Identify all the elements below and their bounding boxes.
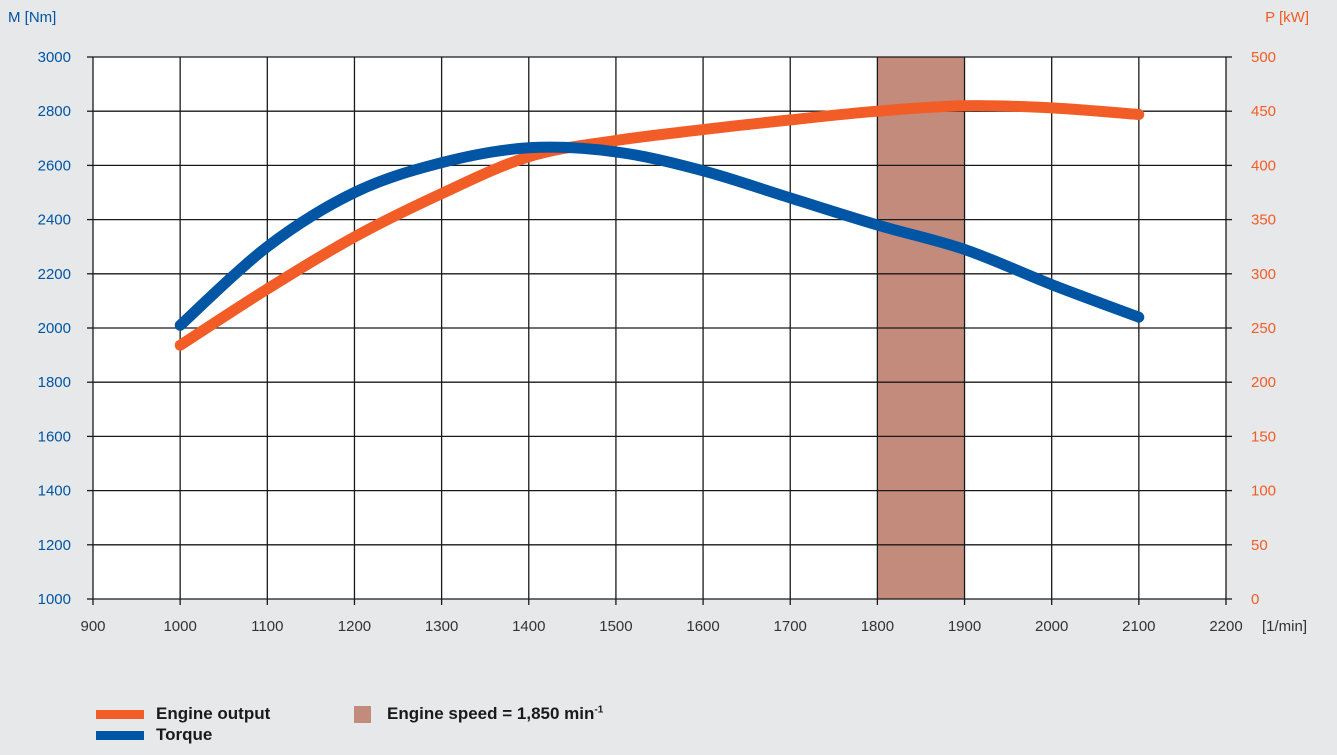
y-right-tick-label: 200	[1251, 374, 1276, 391]
y-right-tick-label: 450	[1251, 103, 1276, 120]
y-right-tick-label: 100	[1251, 483, 1276, 500]
y-left-tick-label: 2600	[38, 157, 71, 174]
engine-speed-swatch	[354, 706, 371, 723]
x-tick-label: 1500	[599, 618, 632, 635]
y-left-tick-label: 2400	[38, 212, 71, 229]
y-right-tick-label: 350	[1251, 212, 1276, 229]
y-right-axis-label: P [kW]	[1265, 9, 1309, 26]
x-tick-label: 900	[80, 618, 105, 635]
x-tick-label: 2000	[1035, 618, 1068, 635]
y-left-tick-label: 2000	[38, 320, 71, 337]
y-left-tick-label: 2800	[38, 103, 71, 120]
y-right-tick-label: 250	[1251, 320, 1276, 337]
y-left-tick-label: 2200	[38, 266, 71, 283]
x-tick-label: 1900	[948, 618, 981, 635]
x-tick-label: 1600	[686, 618, 719, 635]
x-tick-label: 1000	[163, 618, 196, 635]
x-tick-label: 1700	[774, 618, 807, 635]
engine-output-swatch	[96, 710, 144, 719]
engine-output-line	[174, 100, 1145, 351]
x-tick-label: 1800	[861, 618, 894, 635]
legend-label-engine-speed: Engine speed = 1,850 min-1	[387, 704, 604, 723]
y-left-tick-label: 1600	[38, 428, 71, 445]
legend-label-engine-output: Engine output	[156, 704, 271, 723]
x-tick-label: 2200	[1209, 618, 1242, 635]
x-axis-label: [1/min]	[1262, 618, 1307, 635]
x-tick-label: 1100	[251, 618, 283, 635]
y-right-tick-label: 500	[1251, 49, 1276, 66]
y-right-tick-label: 0	[1251, 591, 1259, 608]
torque-swatch	[96, 731, 144, 740]
y-left-tick-label: 1400	[38, 483, 71, 500]
y-right-tick-label: 300	[1251, 266, 1276, 283]
torque-line	[174, 141, 1145, 331]
legend-label-torque: Torque	[156, 725, 213, 744]
y-right-tick-label: 150	[1251, 428, 1276, 445]
x-tick-label: 1400	[512, 618, 545, 635]
x-tick-label: 1200	[338, 618, 371, 635]
x-tick-label: 2100	[1122, 618, 1155, 635]
y-right-tick-label: 50	[1251, 537, 1268, 554]
x-tick-label: 1300	[425, 618, 458, 635]
y-left-tick-label: 1800	[38, 374, 71, 391]
y-left-tick-label: 3000	[38, 49, 71, 66]
y-right-tick-label: 400	[1251, 157, 1276, 174]
y-left-tick-label: 1000	[38, 591, 71, 608]
y-left-axis-label: M [Nm]	[8, 9, 56, 26]
y-left-tick-label: 1200	[38, 537, 71, 554]
